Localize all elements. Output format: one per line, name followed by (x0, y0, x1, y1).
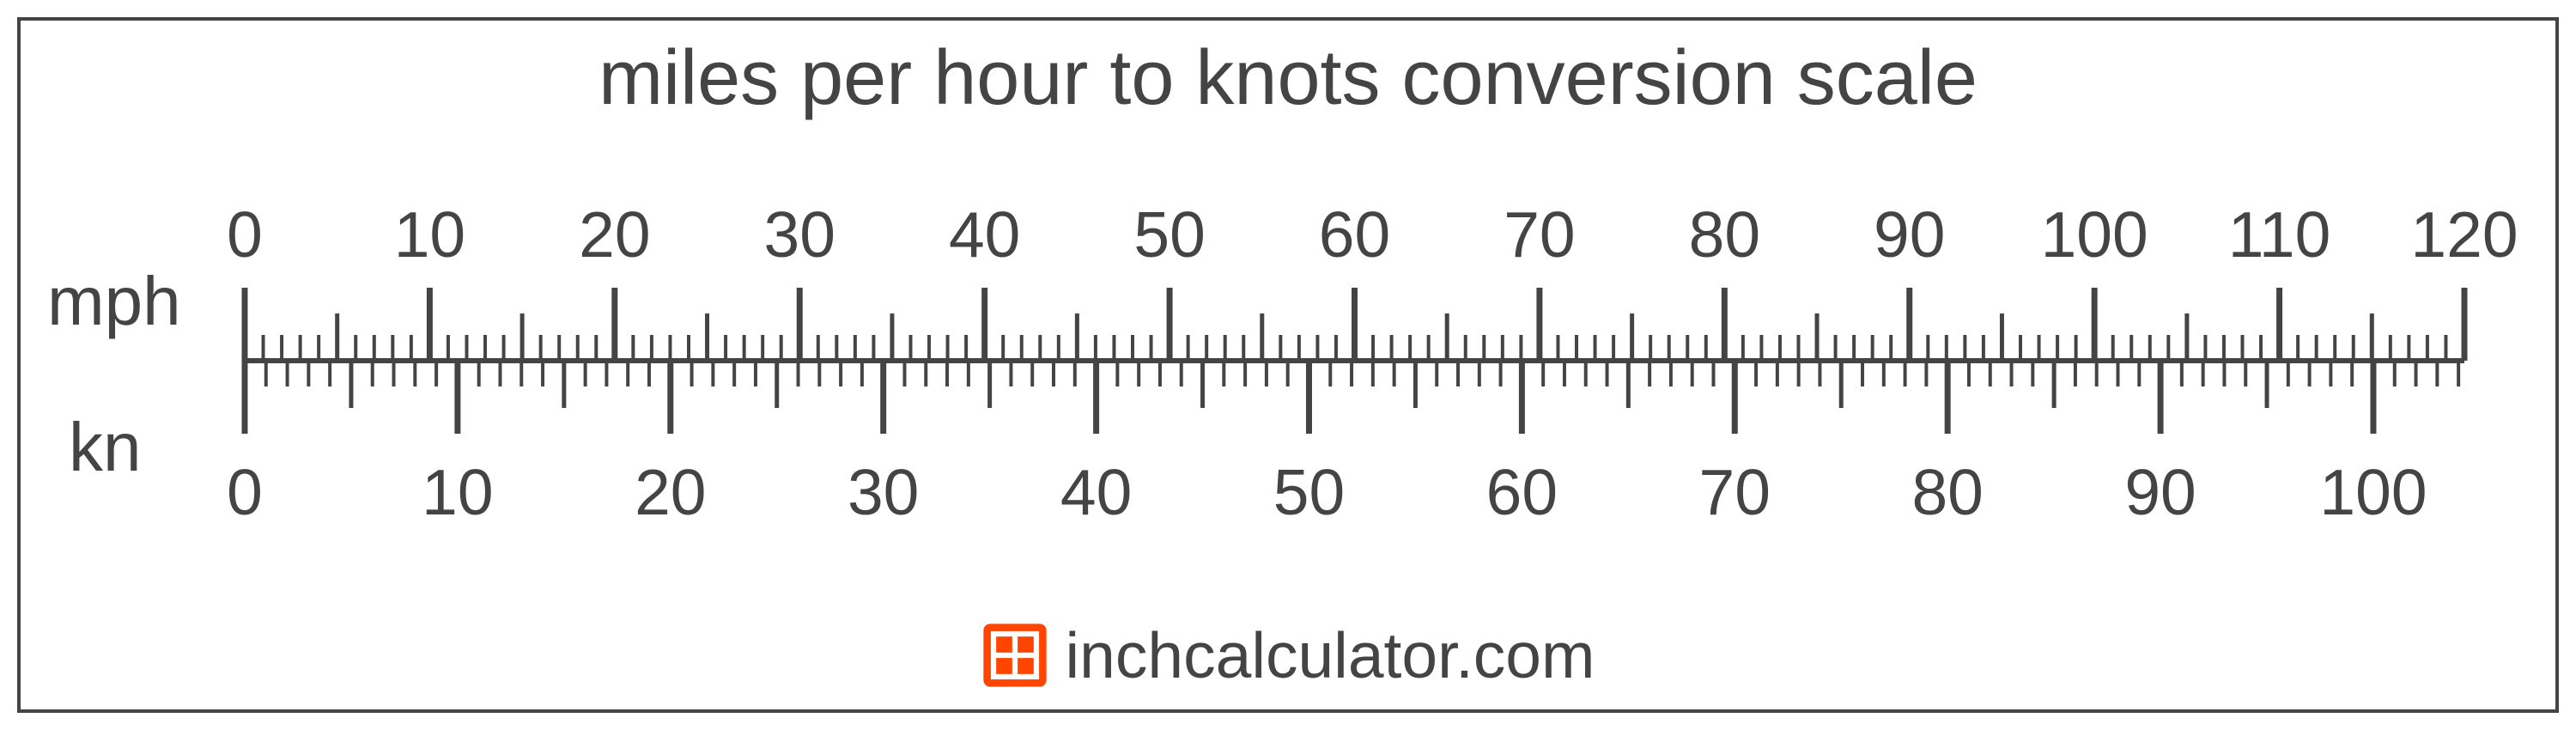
mph-label: 50 (1133, 198, 1205, 271)
mph-label: 110 (2228, 198, 2331, 271)
kn-label: 10 (422, 455, 493, 529)
mph-label: 60 (1319, 198, 1390, 271)
mph-label: 40 (949, 198, 1020, 271)
kn-label: 60 (1486, 455, 1558, 529)
mph-label: 20 (579, 198, 650, 271)
kn-label: 20 (635, 455, 706, 529)
kn-label: 30 (848, 455, 919, 529)
mph-label: 0 (227, 198, 263, 271)
mph-label: 100 (2041, 198, 2148, 271)
footer: inchcalculator.com (0, 618, 2576, 692)
calculator-icon (981, 622, 1048, 689)
kn-label: 100 (2319, 455, 2427, 529)
mph-label: 120 (2410, 198, 2518, 271)
mph-label: 70 (1504, 198, 1575, 271)
footer-text: inchcalculator.com (1066, 618, 1595, 692)
kn-label: 80 (1911, 455, 1983, 529)
kn-label: 70 (1699, 455, 1771, 529)
mph-label: 90 (1874, 198, 1945, 271)
mph-label: 80 (1689, 198, 1760, 271)
mph-label: 10 (394, 198, 465, 271)
kn-label: 90 (2124, 455, 2196, 529)
kn-label: 40 (1060, 455, 1132, 529)
mph-label: 30 (764, 198, 835, 271)
kn-label: 50 (1273, 455, 1345, 529)
kn-label: 0 (227, 455, 263, 529)
